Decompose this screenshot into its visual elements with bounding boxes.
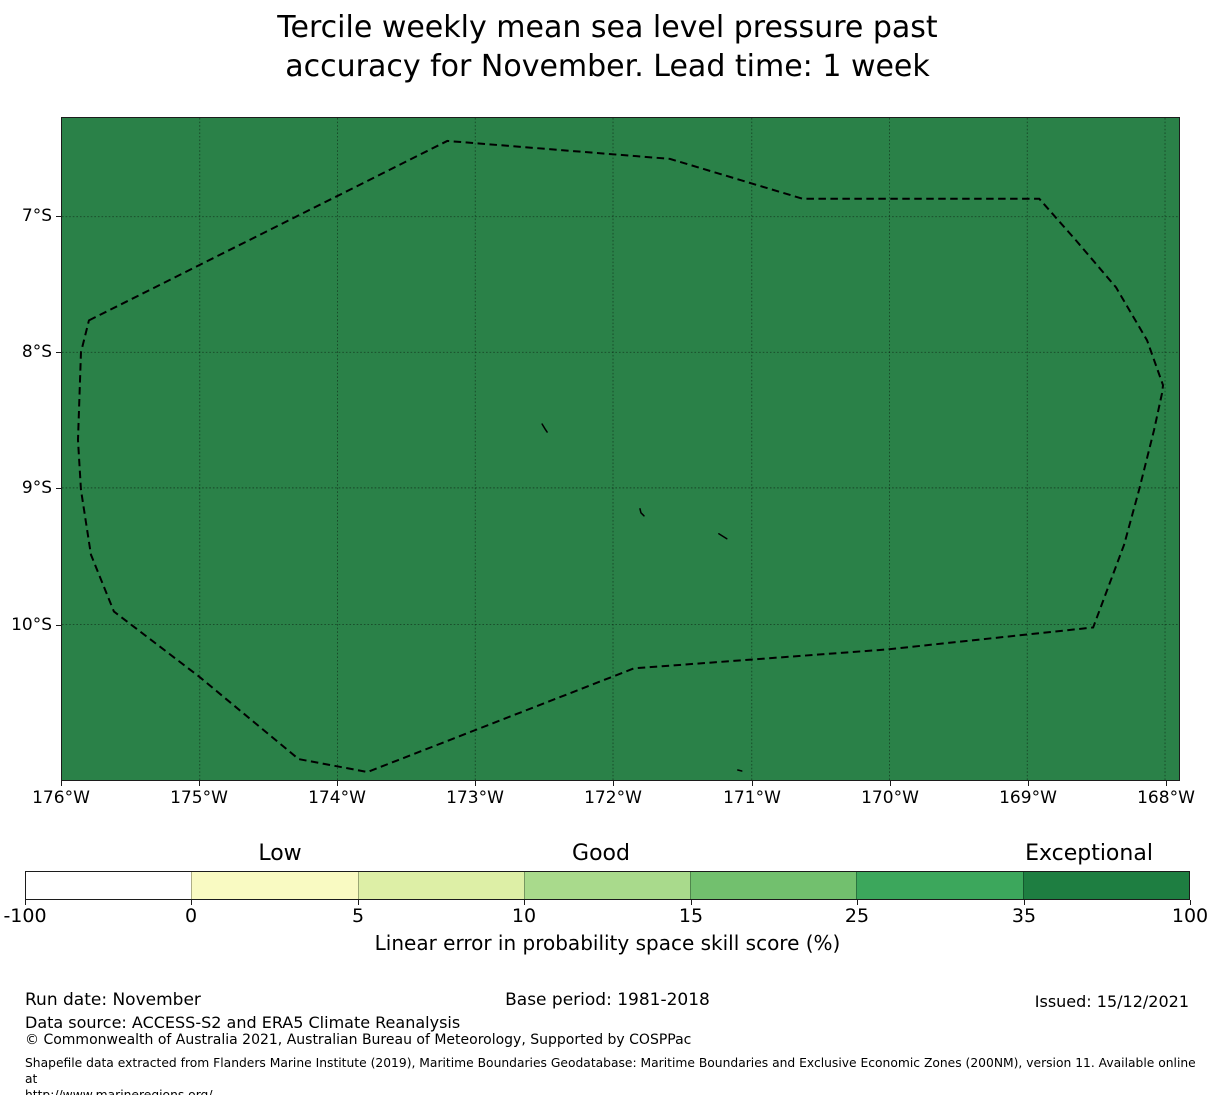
y-tick-mark <box>56 488 61 489</box>
colorbar-tick-mark <box>25 900 26 905</box>
map-plot-area <box>61 117 1180 781</box>
map-canvas <box>62 118 1179 780</box>
x-tick-label: 174°W <box>308 788 366 808</box>
run-date-text: Run date: November <box>25 990 201 1010</box>
colorbar-tick-mark <box>691 900 692 905</box>
colorbar-tick-label: -100 <box>3 905 47 927</box>
shapefile-attribution-line-1: Shapefile data extracted from Flanders M… <box>25 1056 1196 1086</box>
colorbar-tick-mark <box>191 900 192 905</box>
colorbar-category-good: Good <box>572 841 630 866</box>
eez-boundary-path <box>76 139 1165 774</box>
colorbar <box>25 871 1190 900</box>
shapefile-attribution-line-2: http://www.marineregions.org/. <box>25 1088 217 1095</box>
x-tick-mark <box>475 781 476 786</box>
colorbar-segment <box>26 872 192 899</box>
colorbar-tick-label: 5 <box>351 905 365 927</box>
colorbar-segment <box>523 872 691 899</box>
colorbar-tick-mark <box>524 900 525 905</box>
colorbar-tick-mark <box>1024 900 1025 905</box>
x-tick-mark <box>752 781 753 786</box>
issued-date-text: Issued: 15/12/2021 <box>1034 992 1189 1011</box>
y-tick-label: 8°S <box>21 342 52 362</box>
x-tick-label: 168°W <box>1137 788 1195 808</box>
shapefile-attribution: Shapefile data extracted from Flanders M… <box>25 1055 1200 1095</box>
colorbar-tick-label: 0 <box>184 905 198 927</box>
colorbar-segment <box>357 872 524 899</box>
y-tick-mark <box>56 625 61 626</box>
x-tick-label: 175°W <box>170 788 228 808</box>
colorbar-segment <box>1022 872 1189 899</box>
title-line-1: Tercile weekly mean sea level pressure p… <box>277 10 938 45</box>
page-title: Tercile weekly mean sea level pressure p… <box>0 8 1215 86</box>
x-tick-mark <box>890 781 891 786</box>
y-tick-label: 9°S <box>21 478 52 498</box>
x-tick-label: 169°W <box>999 788 1057 808</box>
x-tick-label: 173°W <box>446 788 504 808</box>
x-tick-label: 172°W <box>584 788 642 808</box>
y-tick-mark <box>56 352 61 353</box>
colorbar-tick-label: 15 <box>678 905 704 927</box>
colorbar-segment <box>690 872 857 899</box>
x-tick-mark <box>1028 781 1029 786</box>
base-period-text: Base period: 1981-2018 <box>505 990 710 1010</box>
x-tick-mark <box>61 781 62 786</box>
graticule-gridlines <box>62 118 1179 780</box>
x-tick-label: 170°W <box>861 788 919 808</box>
y-tick-label: 7°S <box>21 206 52 226</box>
x-tick-label: 171°W <box>723 788 781 808</box>
colorbar-tick-label: 35 <box>1011 905 1037 927</box>
colorbar-tick-label: 25 <box>844 905 870 927</box>
x-tick-label: 176°W <box>32 788 90 808</box>
x-tick-mark <box>613 781 614 786</box>
island-marks <box>541 423 743 772</box>
y-tick-label: 10°S <box>11 615 52 635</box>
colorbar-tick-label: 100 <box>1171 905 1209 927</box>
copyright-text: © Commonwealth of Australia 2021, Austra… <box>25 1032 692 1048</box>
colorbar-axis-label: Linear error in probability space skill … <box>374 931 841 955</box>
x-tick-mark <box>1166 781 1167 786</box>
title-line-2: accuracy for November. Lead time: 1 week <box>285 49 930 84</box>
colorbar-segment <box>191 872 358 899</box>
y-tick-mark <box>56 216 61 217</box>
data-source-text: Data source: ACCESS-S2 and ERA5 Climate … <box>25 1013 461 1032</box>
x-tick-mark <box>199 781 200 786</box>
colorbar-category-exceptional: Exceptional <box>1025 841 1153 866</box>
colorbar-tick-mark <box>1190 900 1191 905</box>
x-tick-mark <box>337 781 338 786</box>
colorbar-tick-mark <box>857 900 858 905</box>
colorbar-tick-label: 10 <box>511 905 537 927</box>
colorbar-tick-mark <box>358 900 359 905</box>
colorbar-category-low: Low <box>258 841 302 866</box>
colorbar-segment <box>856 872 1023 899</box>
